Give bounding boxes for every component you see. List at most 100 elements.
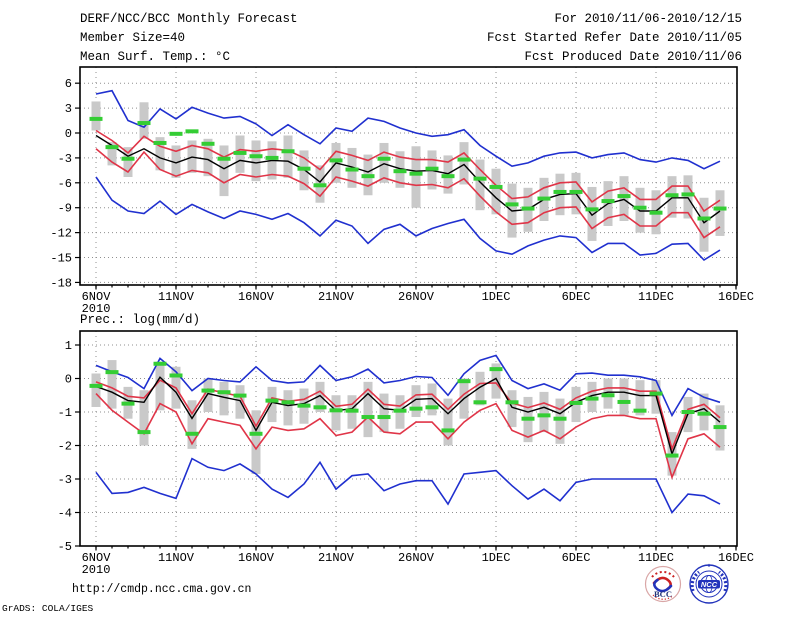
- y-tick-label: -4: [58, 507, 72, 521]
- x-tick-label: 16NOV: [238, 290, 275, 304]
- member-spread-bar: [283, 135, 293, 178]
- observation-dash: [169, 373, 183, 378]
- observation-dash: [281, 149, 295, 154]
- plot-border: [79, 330, 738, 547]
- bcc-logo: BCC: [644, 565, 682, 603]
- y-tick-label: 0: [65, 373, 72, 387]
- observation-dash: [585, 396, 599, 401]
- observation-dash: [665, 193, 679, 198]
- observation-dash: [585, 207, 599, 212]
- observation-dash: [601, 393, 615, 398]
- observation-dash: [553, 416, 567, 421]
- member-spread-bar: [107, 142, 117, 166]
- observation-dash: [89, 116, 103, 121]
- x-tick-label: 11DEC: [638, 290, 674, 304]
- observation-dash: [617, 194, 631, 199]
- member-spread-bar: [251, 140, 261, 182]
- y-tick-label: -5: [58, 540, 72, 554]
- bcc-swirl-blue: [653, 578, 673, 593]
- member-size-label: Member Size=40: [80, 31, 186, 45]
- series-lower-band: [95, 148, 721, 239]
- observation-dash: [617, 399, 631, 404]
- forecast-range-label: For 2010/11/06-2010/12/15: [554, 12, 742, 26]
- series-upper-band: [95, 129, 721, 213]
- x-axis-year-label: 2010: [82, 563, 111, 577]
- observation-dash: [105, 370, 119, 375]
- y-tick-label: -12: [50, 227, 72, 241]
- member-spread-bar: [379, 393, 389, 433]
- member-spread-bar: [283, 390, 293, 426]
- series-ensemble-max: [95, 354, 721, 418]
- x-tick-label: 6NOV: [82, 290, 112, 304]
- observation-dash: [249, 431, 263, 436]
- observation-dash: [377, 415, 391, 420]
- member-spread-bar: [171, 145, 181, 178]
- observation-dash: [521, 416, 535, 421]
- series-ensemble-mean: [95, 376, 721, 457]
- plot-border: [79, 66, 738, 286]
- observation-dash: [697, 216, 711, 221]
- member-spread-bar: [331, 395, 341, 431]
- member-spread-bar: [203, 378, 213, 413]
- observation-dash: [201, 141, 215, 146]
- source-url[interactable]: http://cmdp.ncc.cma.gov.cn: [72, 583, 252, 596]
- member-spread-bars: [91, 360, 725, 476]
- member-spread-bar: [619, 176, 629, 221]
- x-tick-label: 6DEC: [562, 290, 591, 304]
- observation-dash: [633, 408, 647, 413]
- series-ensemble-min: [95, 457, 721, 514]
- observation-dash: [121, 156, 135, 161]
- observation-dash: [681, 410, 695, 415]
- observation-dash: [217, 390, 231, 395]
- x-tick-label: 16DEC: [718, 290, 754, 304]
- member-spread-bar: [587, 186, 597, 241]
- member-spread-bar: [139, 102, 149, 139]
- observation-dash: [153, 140, 167, 145]
- observation-dash: [137, 430, 151, 435]
- grads-credit: GrADS: COLA/IGES: [2, 603, 94, 614]
- member-spread-bar: [491, 168, 501, 215]
- member-spread-bar: [91, 101, 101, 131]
- member-spread-bar: [363, 381, 373, 438]
- series-lower-band: [95, 393, 721, 480]
- x-tick-label: 11NOV: [158, 551, 195, 565]
- observation-dash: [185, 129, 199, 134]
- member-spread-bar: [555, 398, 565, 444]
- observation-dash: [425, 405, 439, 410]
- member-spread-bar: [443, 398, 453, 446]
- observation-dash: [265, 398, 279, 403]
- x-tick-label: 16DEC: [718, 551, 754, 565]
- observation-dash: [457, 157, 471, 162]
- member-spread-bar: [635, 380, 645, 416]
- observation-dash: [505, 202, 519, 207]
- observation-dash: [441, 174, 455, 179]
- member-spread-bar: [475, 159, 485, 211]
- member-spread-bar: [187, 400, 197, 449]
- series-observation: [89, 116, 727, 221]
- series-ensemble-min: [95, 176, 721, 262]
- observation-dash: [697, 411, 711, 416]
- observation-dash: [553, 189, 567, 194]
- observation-dash: [313, 183, 327, 188]
- y-tick-label: -18: [50, 276, 72, 290]
- observation-dash: [537, 196, 551, 201]
- observation-dash: [281, 400, 295, 405]
- fcst-started-label: Fcst Started Refer Date 2010/11/05: [486, 31, 742, 45]
- x-tick-label: 6NOV: [82, 551, 112, 565]
- observation-dash: [393, 169, 407, 174]
- observation-dash: [441, 428, 455, 433]
- observation-dash: [233, 393, 247, 398]
- y-tick-label: -6: [58, 177, 72, 191]
- ncc-logo-label: NCC: [701, 580, 718, 589]
- x-tick-label: 21NOV: [318, 290, 355, 304]
- observation-dash: [329, 158, 343, 163]
- member-spread-bar: [411, 385, 421, 418]
- observation-dash: [121, 401, 135, 406]
- observation-dash: [505, 400, 519, 405]
- observation-dash: [89, 383, 103, 388]
- observation-dash: [361, 415, 375, 420]
- observation-dash: [233, 150, 247, 155]
- observation-dash: [217, 156, 231, 161]
- member-spread-bar: [155, 361, 165, 411]
- panel-1: 6 3 0 -3 -6 -9 -12 -15 -18 6NOV 11NOV 16NOV 21NOV 26N…: [50, 66, 754, 316]
